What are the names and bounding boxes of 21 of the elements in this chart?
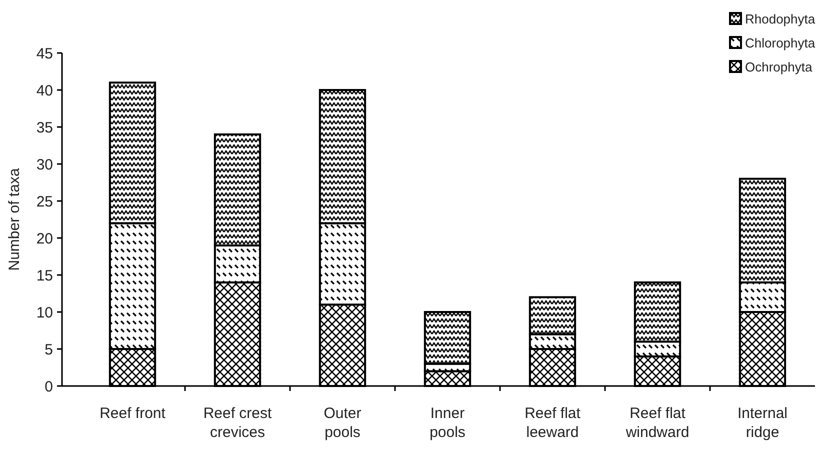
x-tick-label: Reef crest crevices (203, 405, 273, 441)
legend-label: Chlorophyta (745, 36, 816, 51)
y-axis-title: Number of taxa (6, 168, 23, 271)
x-tick-label: Reef front (100, 405, 166, 422)
y-tick-label: 15 (36, 267, 53, 284)
y-tick-label: 45 (36, 45, 53, 62)
x-tick-label: Reef flat leeward (524, 405, 582, 441)
y-tick-label: 40 (36, 82, 53, 100)
x-tick-label: Outer pools (324, 405, 362, 441)
y-tick-label: 10 (36, 304, 53, 322)
y-tick-label: 20 (36, 230, 53, 248)
y-tick-label: 35 (36, 119, 53, 136)
y-tick-label: 0 (44, 378, 53, 396)
x-tick-label: Internal ridge (737, 405, 788, 441)
y-tick-label: 25 (36, 193, 53, 210)
x-tick-label: Inner pools (430, 405, 466, 441)
legend-label: Rhodophyta (745, 12, 816, 27)
y-tick-label: 30 (36, 156, 53, 174)
y-tick-label: 5 (44, 341, 53, 358)
legend-label: Ochrophyta (745, 60, 813, 75)
x-tick-label: Reef flat windward (624, 405, 690, 441)
